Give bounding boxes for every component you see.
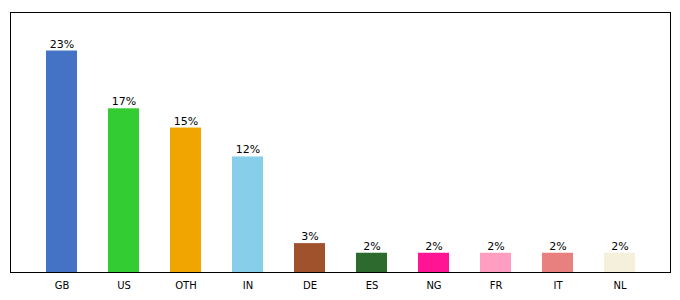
svg-text:2%: 2% (611, 240, 628, 253)
svg-text:DE: DE (303, 280, 317, 291)
svg-text:GB: GB (55, 280, 70, 291)
svg-text:12%: 12% (236, 143, 260, 156)
svg-text:2%: 2% (363, 240, 380, 253)
svg-text:ES: ES (366, 280, 379, 291)
svg-text:NL: NL (613, 280, 626, 291)
svg-text:US: US (117, 280, 131, 291)
svg-text:3%: 3% (301, 230, 318, 243)
svg-text:2%: 2% (487, 240, 504, 253)
svg-text:OTH: OTH (175, 280, 197, 291)
svg-text:IT: IT (553, 280, 563, 291)
svg-text:NG: NG (426, 280, 441, 291)
svg-text:2%: 2% (425, 240, 442, 253)
svg-text:23%: 23% (50, 38, 74, 51)
svg-text:15%: 15% (174, 115, 198, 128)
svg-text:FR: FR (490, 280, 503, 291)
svg-text:17%: 17% (112, 95, 136, 108)
svg-text:IN: IN (243, 280, 253, 291)
svg-text:2%: 2% (549, 240, 566, 253)
